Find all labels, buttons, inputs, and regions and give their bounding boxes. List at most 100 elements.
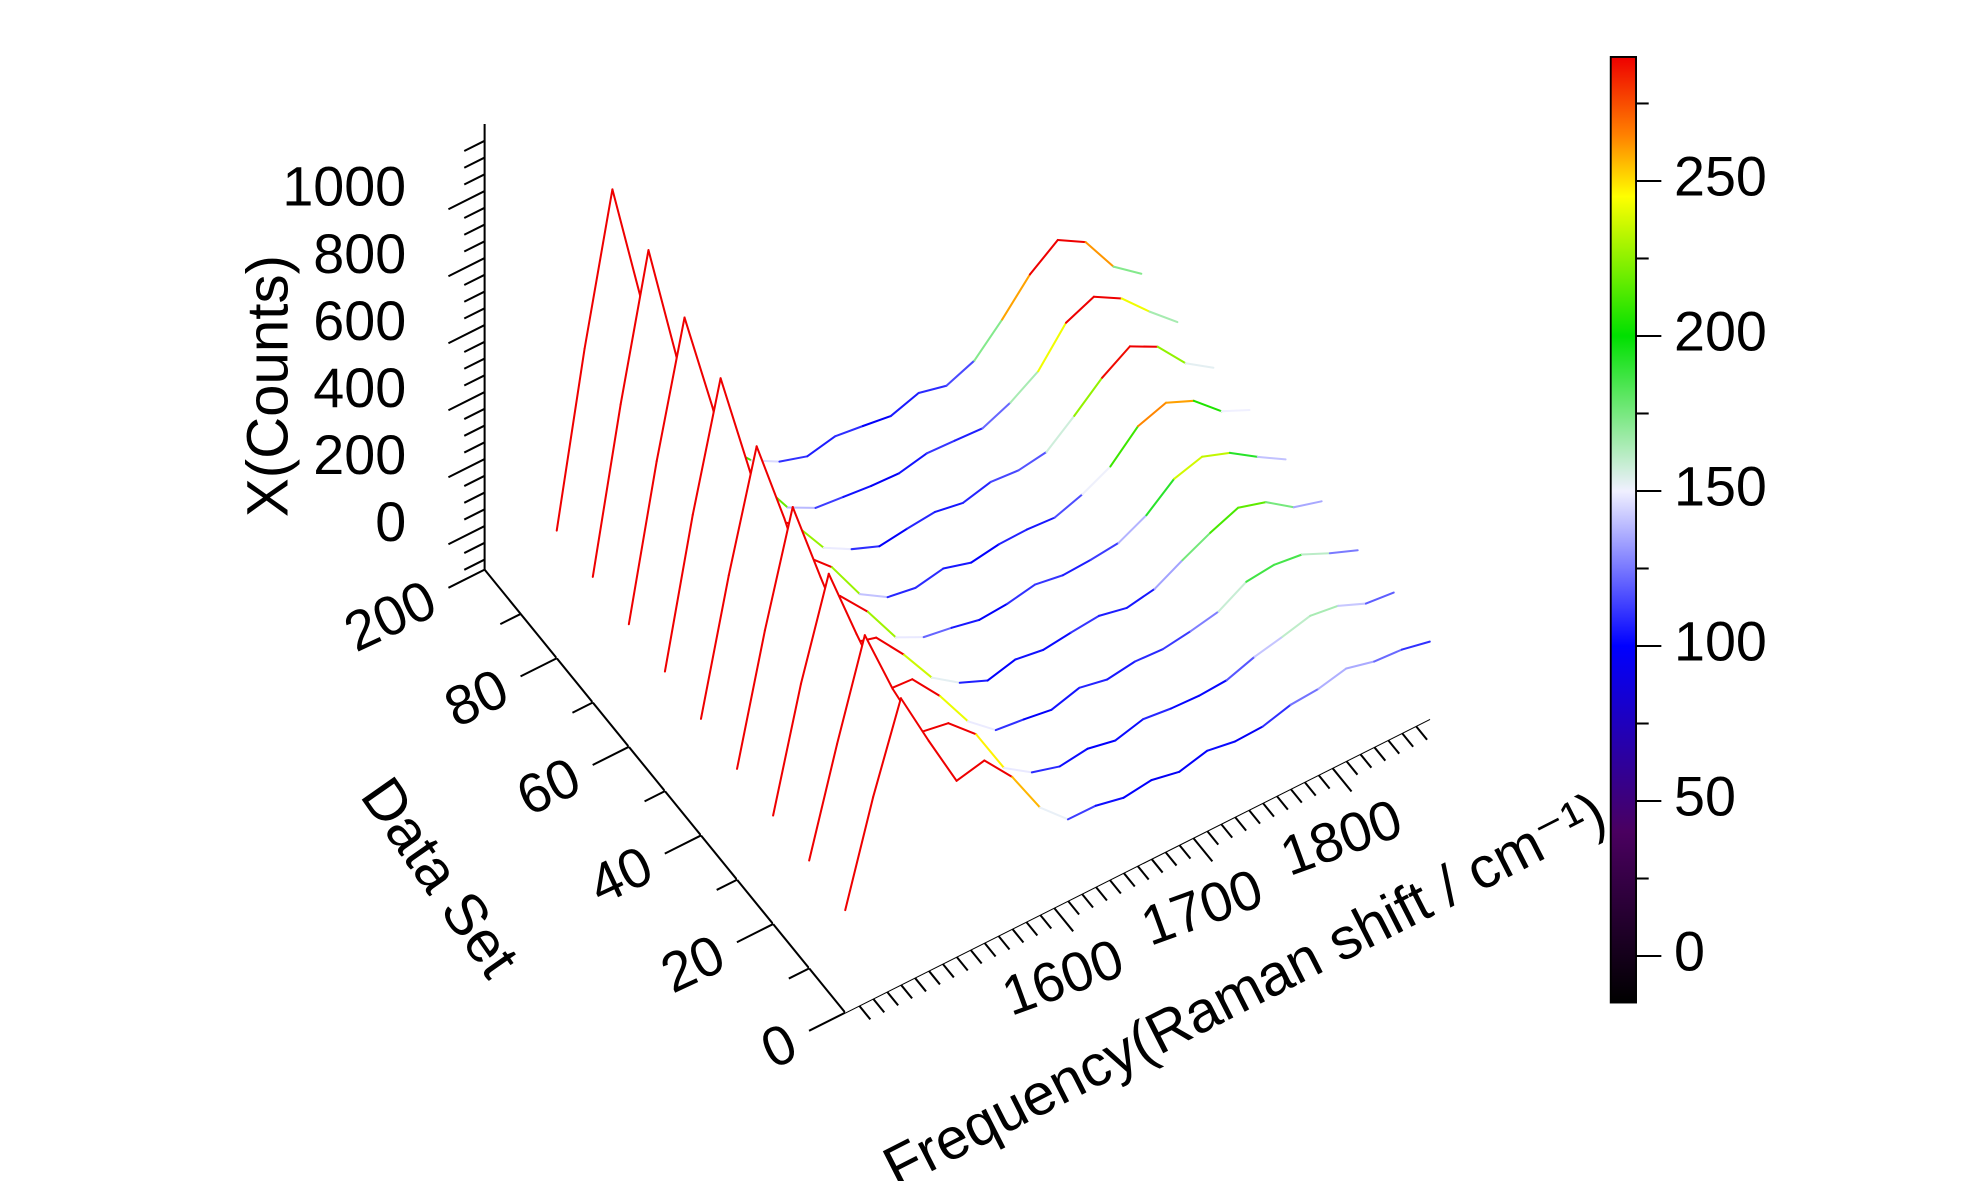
spectrum-segment: [1073, 376, 1104, 417]
spectrum-segment: [1373, 648, 1403, 663]
colorbar-tick-label: 100: [1674, 611, 1767, 673]
spectrum-segment: [1328, 549, 1359, 555]
x-tick: [1164, 851, 1178, 867]
spectrum-segment: [827, 572, 858, 636]
spectrum-segment: [1122, 779, 1153, 799]
colorbar-tick-label: 0: [1674, 921, 1705, 983]
z-tick: [447, 525, 486, 546]
spectrum-segment: [806, 435, 837, 458]
spectrum-segment: [1201, 451, 1231, 458]
z-tick-label: 200: [313, 424, 406, 486]
spectrum-segment: [1066, 804, 1097, 821]
spectrum-segment: [763, 506, 794, 632]
spectrum-segment: [997, 528, 1028, 546]
spectrum-segment: [942, 561, 973, 570]
spectrum-segment: [1153, 559, 1184, 590]
z-tick: [463, 407, 486, 420]
colorbar-tick-label: 200: [1674, 301, 1767, 363]
spectrum-segment: [930, 676, 961, 684]
spectrum-segment: [922, 626, 953, 639]
x-tick: [858, 1005, 872, 1021]
colorbar: 0 50 100 150 200 250: [1609, 56, 1767, 1004]
z-tick: [463, 441, 486, 454]
x-tick: [1094, 886, 1108, 902]
spectrum-segment: [861, 415, 892, 428]
x-tick: [1261, 802, 1275, 818]
spectrum-segment: [1173, 455, 1204, 480]
spectrum-segment: [1178, 749, 1209, 773]
spectrum-segment: [903, 653, 933, 679]
spectrum-segment: [834, 424, 864, 438]
x-tick: [1359, 753, 1373, 769]
z-tick: [463, 558, 486, 571]
spectrum-segment: [663, 513, 694, 673]
spectrum-segment: [1161, 630, 1192, 651]
x-tick: [1053, 907, 1074, 932]
spectrum-segment: [1309, 604, 1340, 617]
y-tick-label: 0: [752, 1011, 806, 1080]
spectrum-segment: [1025, 516, 1056, 531]
spectrum-segment: [839, 594, 870, 613]
x-tick: [1303, 781, 1317, 797]
y-tick: [499, 613, 522, 626]
spectrum-segment: [866, 610, 897, 639]
spectrum-segment: [1030, 765, 1061, 774]
spectrum-segment: [1045, 414, 1076, 453]
spectrum-segment: [1256, 455, 1287, 461]
spectrum-segment: [939, 695, 969, 723]
spectrum-segment: [906, 510, 937, 530]
x-tick: [1011, 928, 1025, 944]
z-tick: [463, 474, 486, 487]
spectrum-segment: [1061, 558, 1092, 577]
z-tick: [463, 273, 486, 286]
colorbar-gradient: [1609, 56, 1637, 1004]
x-tick: [1025, 921, 1039, 937]
spectrum-segment: [1039, 806, 1069, 821]
spectrum-segment: [966, 720, 997, 732]
colorbar-tick-label: 250: [1674, 146, 1767, 208]
spectrum-segment: [1028, 238, 1059, 276]
x-tick: [927, 970, 941, 986]
y-tick-label: 60: [507, 745, 589, 827]
spectrum-segment: [655, 316, 686, 463]
spectrum-segment: [897, 452, 928, 475]
x-tick: [1150, 858, 1164, 874]
spectrum-segment: [772, 682, 802, 817]
spectrum-segment: [1065, 295, 1095, 324]
y-tick: [592, 745, 630, 766]
colorbar-tick-label: 50: [1674, 766, 1736, 828]
spectrum-segment: [970, 543, 1000, 564]
y-tick: [808, 1011, 846, 1032]
spectrum-segment: [1148, 310, 1179, 324]
spectrum-segment: [1142, 707, 1173, 721]
x-tick: [1108, 879, 1122, 895]
z-tick: [463, 491, 486, 504]
spectrum-segment: [1170, 694, 1200, 710]
z-axis-title: X(Counts): [235, 255, 300, 517]
spectrum-segment: [699, 574, 730, 720]
x-tick: [900, 984, 913, 1000]
spectrum-segment: [981, 401, 1012, 430]
spectrum-segment: [1056, 238, 1087, 244]
x-tick: [1415, 725, 1428, 741]
x-tick: [1039, 914, 1053, 930]
spectrum-segment: [955, 759, 986, 782]
spectrum-segment: [1264, 501, 1295, 509]
spectrum-segment: [627, 460, 658, 626]
z-tick-label: 0: [375, 491, 406, 553]
x-tick: [1192, 837, 1214, 863]
spectrum-segment: [1017, 450, 1048, 472]
spectrum-segment: [919, 722, 950, 734]
spectrum-segment: [875, 636, 906, 656]
spectrum-segment: [925, 439, 956, 455]
x-tick: [1345, 760, 1359, 776]
z-tick: [447, 391, 486, 412]
spectrum-segment: [858, 593, 889, 599]
z-tick: [463, 223, 486, 236]
spectrum-segment: [1034, 574, 1064, 586]
spectrum-segment: [986, 658, 1017, 682]
spectrum-segment: [1217, 580, 1248, 613]
x-tick-label: 1700: [1133, 857, 1271, 958]
spectrum-segment: [1209, 506, 1240, 534]
